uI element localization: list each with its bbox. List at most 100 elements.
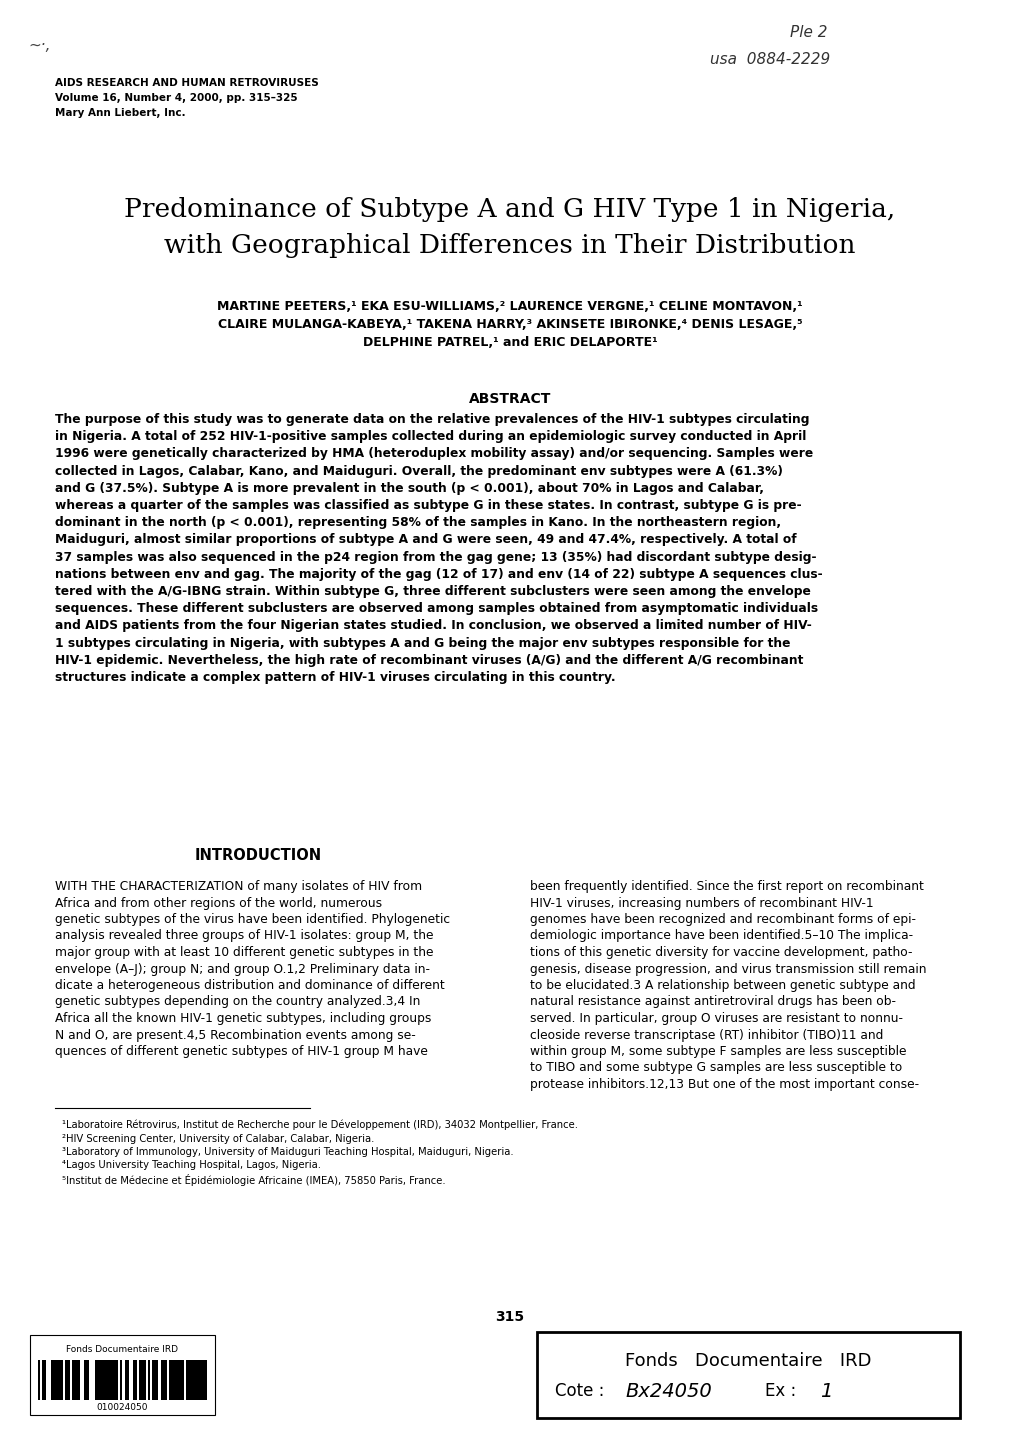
Text: dominant in the north (p < 0.001), representing 58% of the samples in Kano. In t: dominant in the north (p < 0.001), repre… <box>55 516 781 529</box>
Text: genetic subtypes depending on the country analyzed.3,4 In: genetic subtypes depending on the countr… <box>55 995 420 1009</box>
Text: Predominance of Subtype A and G HIV Type 1 in Nigeria,: Predominance of Subtype A and G HIV Type… <box>124 197 895 222</box>
Text: tered with the A/G-IBNG strain. Within subtype G, three different subclusters we: tered with the A/G-IBNG strain. Within s… <box>55 585 810 598</box>
Bar <box>95 1361 97 1400</box>
Text: genetic subtypes of the virus have been identified. Phylogenetic: genetic subtypes of the virus have been … <box>55 913 449 926</box>
Bar <box>197 1361 199 1400</box>
Bar <box>154 1361 156 1400</box>
Bar <box>142 1361 144 1400</box>
Bar <box>203 1361 205 1400</box>
Text: INTRODUCTION: INTRODUCTION <box>195 848 321 864</box>
Bar <box>103 1361 106 1400</box>
Text: Africa and from other regions of the world, numerous: Africa and from other regions of the wor… <box>55 897 382 910</box>
Text: analysis revealed three groups of HIV-1 isolates: group M, the: analysis revealed three groups of HIV-1 … <box>55 929 433 942</box>
Text: been frequently identified. Since the first report on recombinant: been frequently identified. Since the fi… <box>530 880 923 893</box>
Bar <box>73 1361 76 1400</box>
Bar <box>59 1361 61 1400</box>
Text: and AIDS patients from the four Nigerian states studied. In conclusion, we obser: and AIDS patients from the four Nigerian… <box>55 619 811 632</box>
Text: AIDS RESEARCH AND HUMAN RETROVIRUSES: AIDS RESEARCH AND HUMAN RETROVIRUSES <box>55 78 319 88</box>
Bar <box>171 1361 173 1400</box>
Bar <box>30 1335 215 1416</box>
Bar <box>132 1361 136 1400</box>
Text: ¹Laboratoire Rétrovirus, Institut de Recherche pour le Développement (IRD), 3403: ¹Laboratoire Rétrovirus, Institut de Rec… <box>62 1120 578 1130</box>
Text: with Geographical Differences in Their Distribution: with Geographical Differences in Their D… <box>164 233 855 258</box>
Bar <box>51 1361 53 1400</box>
Bar <box>61 1361 63 1400</box>
Text: MARTINE PEETERS,¹ EKA ESU-WILLIAMS,² LAURENCE VERGNE,¹ CELINE MONTAVON,¹: MARTINE PEETERS,¹ EKA ESU-WILLIAMS,² LAU… <box>217 300 802 313</box>
Bar <box>181 1361 183 1400</box>
Text: WITH THE CHARACTERIZATION of many isolates of HIV from: WITH THE CHARACTERIZATION of many isolat… <box>55 880 422 893</box>
Bar <box>67 1361 69 1400</box>
Bar <box>175 1361 177 1400</box>
Text: sequences. These different subclusters are observed among samples obtained from : sequences. These different subclusters a… <box>55 603 817 616</box>
Text: dicate a heterogeneous distribution and dominance of different: dicate a heterogeneous distribution and … <box>55 980 444 993</box>
Bar <box>99 1361 101 1400</box>
Text: ⁵Institut de Médecine et Épidémiologie Africaine (IMEA), 75850 Paris, France.: ⁵Institut de Médecine et Épidémiologie A… <box>62 1174 445 1185</box>
Text: whereas a quarter of the samples was classified as subtype G in these states. In: whereas a quarter of the samples was cla… <box>55 498 801 511</box>
Bar <box>53 1361 55 1400</box>
Text: natural resistance against antiretroviral drugs has been ob-: natural resistance against antiretrovira… <box>530 995 895 1009</box>
Text: Mary Ann Liebert, Inc.: Mary Ann Liebert, Inc. <box>55 109 185 117</box>
Bar <box>205 1361 207 1400</box>
Text: tions of this genetic diversity for vaccine development, patho-: tions of this genetic diversity for vacc… <box>530 946 912 959</box>
Text: envelope (A–J); group N; and group O.1,2 Preliminary data in-: envelope (A–J); group N; and group O.1,2… <box>55 962 430 975</box>
Text: ³Laboratory of Immunology, University of Maiduguri Teaching Hospital, Maiduguri,: ³Laboratory of Immunology, University of… <box>62 1148 514 1156</box>
Bar <box>110 1361 112 1400</box>
Bar <box>116 1361 118 1400</box>
Text: 315: 315 <box>495 1310 524 1324</box>
Bar <box>136 1361 138 1400</box>
Text: Fonds Documentaire IRD: Fonds Documentaire IRD <box>66 1345 178 1353</box>
Bar <box>173 1361 175 1400</box>
Bar <box>71 1361 73 1400</box>
Text: Cote :: Cote : <box>554 1382 604 1400</box>
Bar <box>55 1361 57 1400</box>
Text: Africa all the known HIV-1 genetic subtypes, including groups: Africa all the known HIV-1 genetic subty… <box>55 1011 431 1024</box>
Text: Maiduguri, almost similar proportions of subtype A and G were seen, 49 and 47.4%: Maiduguri, almost similar proportions of… <box>55 533 796 546</box>
Text: ABSTRACT: ABSTRACT <box>469 393 550 406</box>
Bar <box>112 1361 114 1400</box>
Text: within group M, some subtype F samples are less susceptible: within group M, some subtype F samples a… <box>530 1045 906 1058</box>
Text: HIV-1 epidemic. Nevertheless, the high rate of recombinant viruses (A/G) and the: HIV-1 epidemic. Nevertheless, the high r… <box>55 653 803 667</box>
Bar <box>160 1361 162 1400</box>
Text: CLAIRE MULANGA-KABEYA,¹ TAKENA HARRY,³ AKINSETE IBIRONKE,⁴ DENIS LESAGE,⁵: CLAIRE MULANGA-KABEYA,¹ TAKENA HARRY,³ A… <box>217 317 802 330</box>
Text: genesis, disease progression, and virus transmission still remain: genesis, disease progression, and virus … <box>530 962 925 975</box>
Text: to be elucidated.3 A relationship between genetic subtype and: to be elucidated.3 A relationship betwee… <box>530 980 915 993</box>
Text: Ple 2: Ple 2 <box>790 25 826 41</box>
Bar <box>106 1361 108 1400</box>
Text: protease inhibitors.12,13 But one of the most important conse-: protease inhibitors.12,13 But one of the… <box>530 1078 918 1091</box>
Bar <box>185 1361 187 1400</box>
Bar <box>162 1361 165 1400</box>
Bar <box>101 1361 103 1400</box>
Text: structures indicate a complex pattern of HIV-1 viruses circulating in this count: structures indicate a complex pattern of… <box>55 671 615 684</box>
Text: 1 subtypes circulating in Nigeria, with subtypes A and G being the major env sub: 1 subtypes circulating in Nigeria, with … <box>55 636 790 649</box>
Bar <box>124 1361 126 1400</box>
Text: Volume 16, Number 4, 2000, pp. 315–325: Volume 16, Number 4, 2000, pp. 315–325 <box>55 93 298 103</box>
Text: nations between env and gag. The majority of the gag (12 of 17) and env (14 of 2: nations between env and gag. The majorit… <box>55 568 821 581</box>
Bar <box>201 1361 203 1400</box>
Text: 37 samples was also sequenced in the p24 region from the gag gene; 13 (35%) had : 37 samples was also sequenced in the p24… <box>55 551 815 564</box>
Text: and G (37.5%). Subtype A is more prevalent in the south (p < 0.001), about 70% i: and G (37.5%). Subtype A is more prevale… <box>55 483 763 494</box>
Bar <box>85 1361 87 1400</box>
Bar <box>76 1361 78 1400</box>
Bar <box>190 1361 192 1400</box>
Text: quences of different genetic subtypes of HIV-1 group M have: quences of different genetic subtypes of… <box>55 1045 427 1058</box>
Bar <box>152 1361 154 1400</box>
Text: major group with at least 10 different genetic subtypes in the: major group with at least 10 different g… <box>55 946 433 959</box>
Text: The purpose of this study was to generate data on the relative prevalences of th: The purpose of this study was to generat… <box>55 413 809 426</box>
Bar <box>165 1361 167 1400</box>
Text: DELPHINE PATREL,¹ and ERIC DELAPORTE¹: DELPHINE PATREL,¹ and ERIC DELAPORTE¹ <box>363 336 656 349</box>
Bar <box>169 1361 171 1400</box>
Bar <box>195 1361 197 1400</box>
Bar <box>148 1361 150 1400</box>
Bar <box>44 1361 47 1400</box>
Text: Bx24050: Bx24050 <box>625 1382 711 1401</box>
Text: in Nigeria. A total of 252 HIV-1-positive samples collected during an epidemiolo: in Nigeria. A total of 252 HIV-1-positiv… <box>55 430 806 443</box>
Bar <box>120 1361 122 1400</box>
Bar <box>57 1361 59 1400</box>
Bar <box>42 1361 44 1400</box>
Bar <box>87 1361 89 1400</box>
Text: to TIBO and some subtype G samples are less susceptible to: to TIBO and some subtype G samples are l… <box>530 1062 902 1075</box>
Bar <box>536 1332 959 1419</box>
Bar <box>199 1361 201 1400</box>
Bar <box>78 1361 81 1400</box>
Bar <box>65 1361 67 1400</box>
